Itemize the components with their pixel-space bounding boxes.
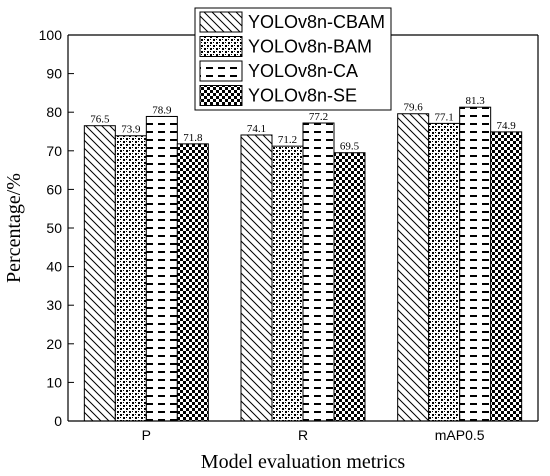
y-tick-label: 90 [46, 66, 62, 82]
x-tick-label: R [298, 427, 308, 443]
data-label: 78.9 [152, 104, 172, 116]
data-label: 76.5 [90, 114, 110, 126]
x-tick-label: mAP0.5 [435, 427, 485, 443]
data-label: 79.6 [404, 102, 424, 114]
y-tick-label: 80 [46, 104, 62, 120]
y-tick-label: 100 [39, 27, 63, 43]
legend-swatch [199, 11, 243, 33]
data-label: 71.2 [278, 134, 297, 146]
bar-yolov8n-cbam-map0-5 [397, 113, 430, 422]
data-label: 74.1 [247, 123, 266, 135]
y-tick-label: 60 [46, 181, 62, 197]
data-label: 71.8 [183, 132, 203, 144]
data-label: 77.2 [309, 111, 328, 123]
y-tick-label: 70 [46, 143, 62, 159]
data-label: 74.9 [497, 120, 517, 132]
data-label: 77.1 [435, 111, 454, 123]
y-tick-label: 10 [46, 374, 62, 390]
legend-label: YOLOv8n-CA [248, 61, 358, 81]
bar-yolov8n-se-r [333, 152, 366, 422]
legend: YOLOv8n-CBAM YOLOv8n-BAM YOLOv8n-CA YOLOv8n… [194, 7, 392, 111]
y-tick-label: 20 [46, 336, 62, 352]
bar-yolov8n-ca-p [145, 115, 178, 422]
legend-swatch [199, 85, 243, 106]
bar-yolov8n-se-p [176, 143, 209, 422]
bar-yolov8n-bam-map0-5 [428, 122, 461, 422]
bar-yolov8n-bam-p [114, 135, 147, 422]
bars-group [83, 106, 523, 422]
x-axis-title: Model evaluation metrics [201, 451, 406, 473]
legend-label: YOLOv8n-CBAM [248, 12, 385, 32]
x-tick-label: P [142, 427, 151, 443]
data-labels-group: 76.5 73.9 78.9 71.8 74.1 71.2 77.2 69.5 79.6 77.1… [90, 95, 516, 153]
legend-swatch [199, 36, 243, 57]
y-tick-label: 0 [54, 413, 62, 429]
bar-yolov8n-cbam-r [240, 134, 273, 422]
bar-yolov8n-bam-r [271, 145, 304, 422]
data-label: 69.5 [340, 141, 360, 153]
legend-swatch [199, 60, 243, 82]
bar-yolov8n-se-map0-5 [490, 131, 523, 422]
bar-yolov8n-cbam-p [83, 125, 116, 422]
bar-yolov8n-ca-map0-5 [459, 106, 492, 422]
y-tick-label: 40 [46, 259, 62, 275]
y-ticks-group: 0 10 20 30 40 50 60 70 80 90 100 [39, 27, 74, 429]
y-tick-label: 50 [46, 220, 62, 236]
legend-label: YOLOv8n-BAM [248, 37, 372, 57]
data-label: 73.9 [121, 124, 141, 136]
data-label: 81.3 [466, 95, 486, 107]
y-axis-title: Percentage/% [3, 173, 25, 283]
y-tick-label: 30 [46, 297, 62, 313]
bar-yolov8n-ca-r [302, 122, 335, 422]
legend-label: YOLOv8n-SE [248, 86, 357, 106]
